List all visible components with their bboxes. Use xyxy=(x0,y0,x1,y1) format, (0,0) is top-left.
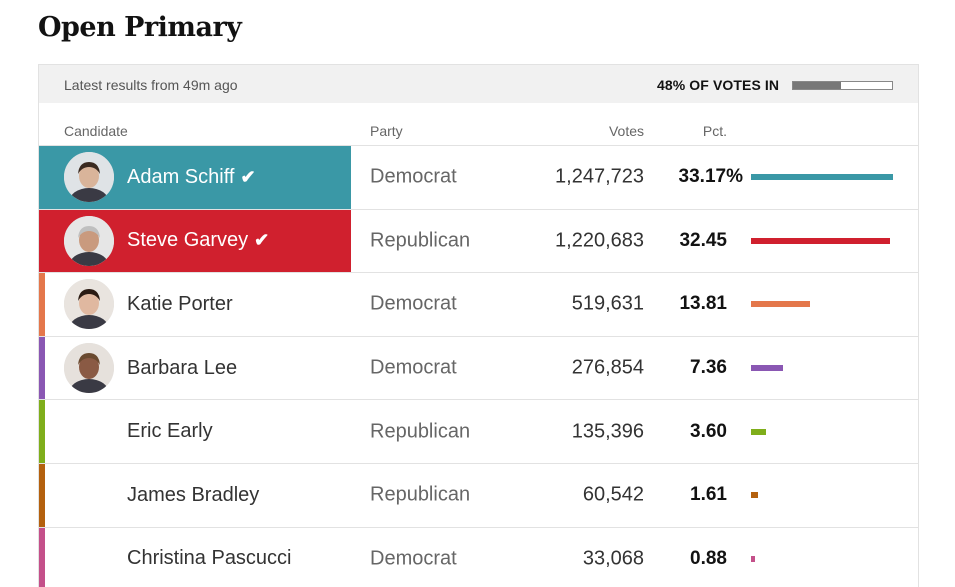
table-row: Christina Pascucci Democrat 33,068 0.88 xyxy=(39,526,918,587)
column-header-pct: Pct. xyxy=(702,123,727,139)
votes-in-label: 48% OF VOTES IN xyxy=(657,77,780,93)
results-panel: Latest results from 49m ago 48% OF VOTES… xyxy=(38,64,919,587)
candidate-cell: Eric Early xyxy=(39,400,351,463)
table-row: James Bradley Republican 60,542 1.61 xyxy=(39,462,918,527)
party-color-strip xyxy=(39,146,45,209)
candidate-name: Steve Garvey ✔ xyxy=(127,229,269,252)
party-color-strip xyxy=(39,463,45,527)
candidate-cell: Adam Schiff ✔ xyxy=(39,146,351,209)
latest-results-text: Latest results from 49m ago xyxy=(64,77,238,93)
candidate-party: Republican xyxy=(370,420,471,443)
candidate-votes: 276,854 xyxy=(571,356,644,379)
candidate-avatar xyxy=(64,152,114,203)
candidate-name: Christina Pascucci xyxy=(127,547,292,570)
party-color-strip xyxy=(39,400,45,463)
table-row: Steve Garvey ✔ Republican 1,220,683 32.45 xyxy=(39,208,918,273)
candidate-pct: 13.81 xyxy=(679,293,727,315)
table-row: Katie Porter Democrat 519,631 13.81 xyxy=(39,272,918,336)
pct-bar xyxy=(751,365,783,372)
candidate-cell: Christina Pascucci xyxy=(39,527,351,587)
candidate-votes: 135,396 xyxy=(571,420,644,443)
candidate-name: Adam Schiff ✔ xyxy=(127,166,256,189)
column-header-candidate: Candidate xyxy=(64,123,128,139)
candidate-party: Democrat xyxy=(370,547,457,570)
candidate-party: Republican xyxy=(370,229,471,252)
pct-bar xyxy=(751,237,890,244)
candidate-cell: Barbara Lee xyxy=(39,336,351,400)
candidate-name: Katie Porter xyxy=(127,293,233,316)
status-bar: Latest results from 49m ago 48% OF VOTES… xyxy=(39,65,918,103)
candidate-name: James Bradley xyxy=(127,484,259,507)
pct-bar xyxy=(751,555,755,562)
candidate-votes: 33,068 xyxy=(582,547,644,570)
pct-bar xyxy=(751,428,766,435)
candidate-avatar xyxy=(64,215,114,266)
candidate-party: Republican xyxy=(370,483,471,506)
party-color-strip xyxy=(39,273,45,336)
candidate-avatar xyxy=(64,343,114,394)
candidate-name-text: Steve Garvey xyxy=(127,229,249,252)
candidate-pct: 32.45 xyxy=(679,229,727,251)
candidate-party: Democrat xyxy=(370,356,457,379)
table-row: Barbara Lee Democrat 276,854 7.36 xyxy=(39,335,918,400)
candidate-votes: 519,631 xyxy=(571,292,644,315)
candidate-name: Eric Early xyxy=(127,420,213,443)
candidate-party: Democrat xyxy=(370,292,457,315)
candidate-cell: James Bradley xyxy=(39,463,351,527)
candidate-name: Barbara Lee xyxy=(127,357,237,380)
candidate-name-text: Adam Schiff xyxy=(127,165,235,188)
pct-bar xyxy=(751,492,758,499)
table-row: Eric Early Republican 135,396 3.60 xyxy=(39,399,918,463)
candidate-pct: 0.88 xyxy=(690,547,727,569)
candidate-votes: 60,542 xyxy=(582,483,644,506)
table-row: Adam Schiff ✔ Democrat 1,247,723 33.17% xyxy=(39,145,918,209)
column-header-party: Party xyxy=(370,123,403,139)
checkmark-icon: ✔ xyxy=(254,230,270,251)
party-color-strip xyxy=(39,209,45,273)
pct-bar xyxy=(751,301,810,308)
votes-in-progress xyxy=(792,81,893,90)
party-color-strip xyxy=(39,527,45,587)
candidate-pct: 1.61 xyxy=(690,484,727,506)
candidate-cell: Katie Porter xyxy=(39,273,351,336)
candidate-pct: 33.17% xyxy=(678,166,743,188)
results-table: Adam Schiff ✔ Democrat 1,247,723 33.17% Steve… xyxy=(39,145,918,587)
page-title: Open Primary xyxy=(38,12,242,43)
pct-bar xyxy=(751,174,893,181)
column-header-votes: Votes xyxy=(608,123,644,139)
candidate-name-text: Eric Early xyxy=(127,420,213,443)
candidate-name-text: Barbara Lee xyxy=(127,356,238,379)
votes-in-progress-fill xyxy=(793,82,841,89)
candidate-name-text: Katie Porter xyxy=(127,292,233,315)
candidate-name-text: Christina Pascucci xyxy=(127,547,292,570)
candidate-votes: 1,220,683 xyxy=(555,229,644,252)
candidate-votes: 1,247,723 xyxy=(555,165,644,188)
candidate-pct: 3.60 xyxy=(690,420,727,442)
checkmark-icon: ✔ xyxy=(240,166,256,187)
candidate-party: Democrat xyxy=(370,165,457,188)
party-color-strip xyxy=(39,336,45,400)
candidate-name-text: James Bradley xyxy=(127,483,260,506)
candidate-cell: Steve Garvey ✔ xyxy=(39,209,351,273)
candidate-pct: 7.36 xyxy=(690,357,727,379)
candidate-avatar xyxy=(64,279,114,330)
